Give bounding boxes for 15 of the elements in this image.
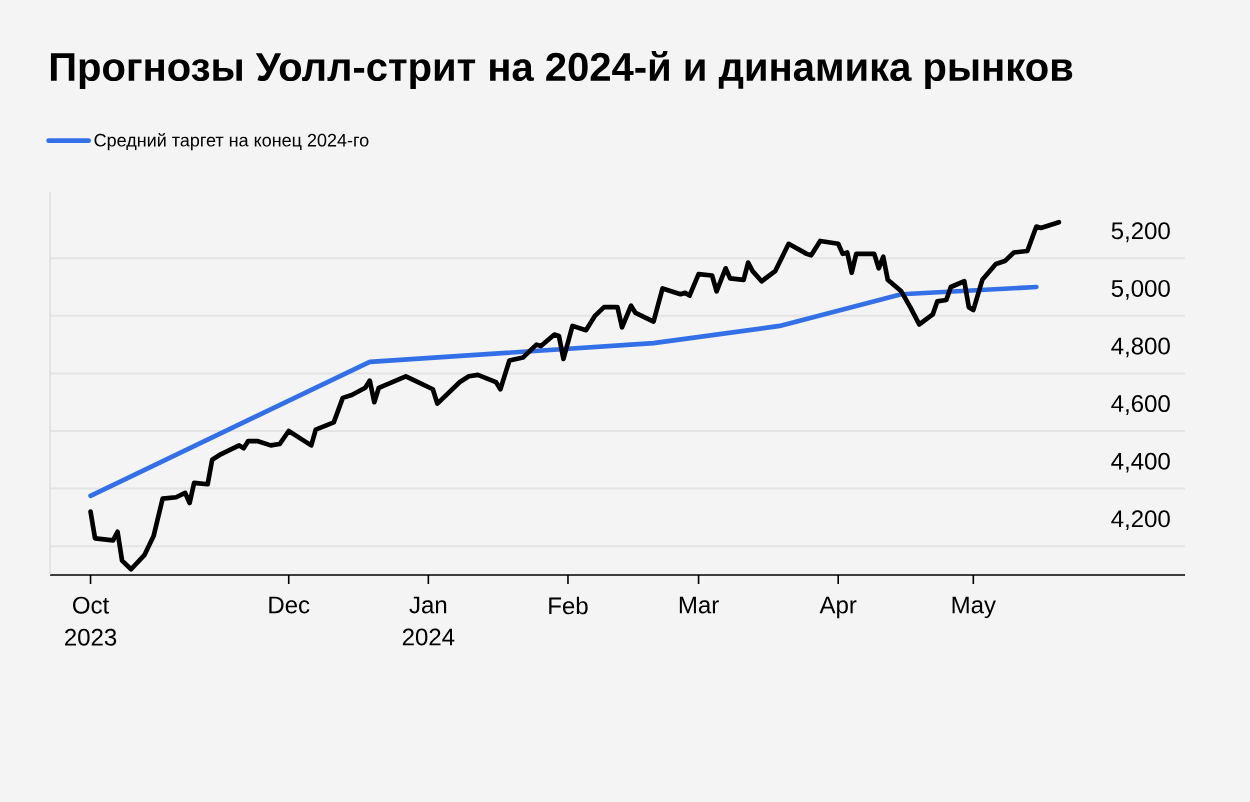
y-tick-label: 4,800: [1111, 337, 1170, 358]
x-tick-label: Feb: [549, 596, 588, 615]
y-tick-label: 4,400: [1111, 452, 1170, 473]
y-tick-label: 5,000: [1111, 279, 1170, 300]
x-tick-label: Mar: [679, 596, 719, 614]
chart-title: Прогнозы Уолл-стрит на 2024-й и динамика рынков: [50, 50, 1073, 90]
x-tick-label: Dec: [269, 596, 310, 614]
x-tick-label: Apr: [819, 596, 857, 619]
x-tick-label: Jan 2024: [402, 596, 455, 646]
legend-label: Средний таргет на конец 2024-го: [94, 133, 369, 151]
x-tick-label: May: [952, 596, 996, 619]
y-tick-label: 4,600: [1111, 395, 1170, 415]
x-tick-label: Oct 2023: [65, 596, 117, 646]
y-tick-label: 5,200: [1111, 222, 1170, 243]
y-tick-label: 4,200: [1111, 510, 1170, 531]
